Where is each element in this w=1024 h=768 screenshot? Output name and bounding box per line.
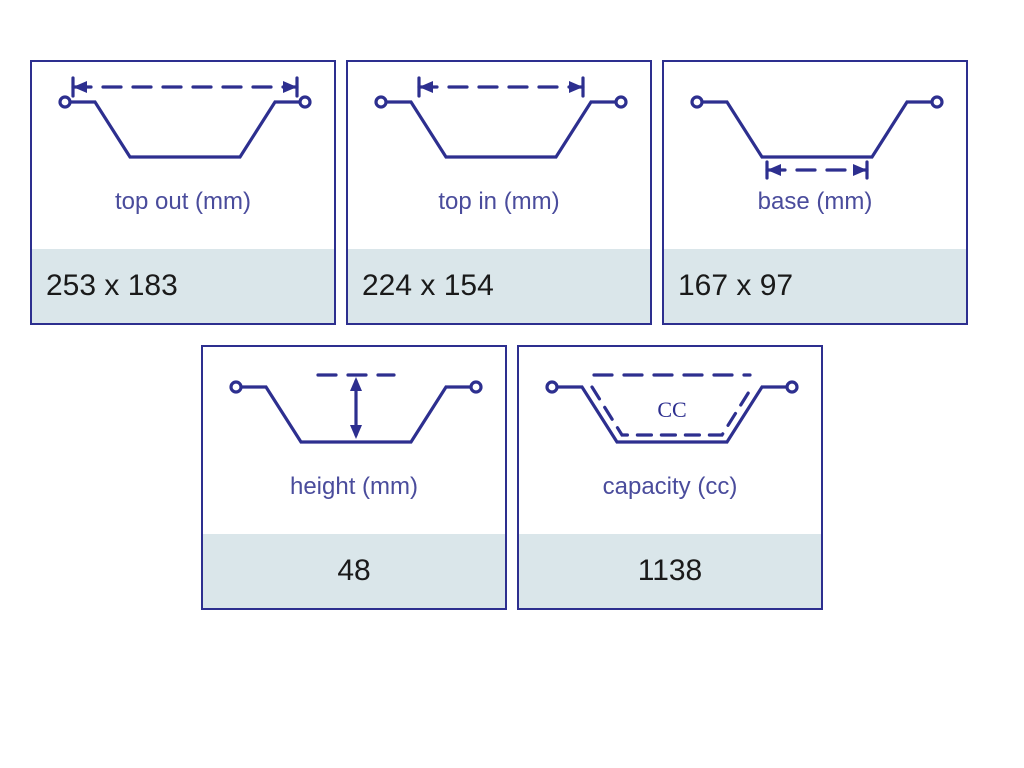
value-top-out: 253 x 183 [46,269,178,303]
bottom-row: height (mm) 48 CC [30,345,994,610]
value-band-top-out: 253 x 183 [32,249,334,323]
label-capacity: capacity (cc) [519,473,821,501]
diagram-top-out [32,62,334,182]
value-band-base: 167 x 97 [664,249,966,323]
value-base: 167 x 97 [678,269,793,303]
cc-text: CC [657,397,686,422]
value-band-top-in: 224 x 154 [348,249,650,323]
label-height: height (mm) [203,473,505,501]
value-band-capacity: 1138 [519,534,821,608]
diagram-base [664,62,966,182]
label-top-out: top out (mm) [32,188,334,216]
value-capacity: 1138 [638,554,703,588]
label-top-in: top in (mm) [348,188,650,216]
diagram-height [203,347,505,467]
top-row: top out (mm) 253 x 183 [30,60,994,325]
value-top-in: 224 x 154 [362,269,494,303]
label-base: base (mm) [664,188,966,216]
value-band-height: 48 [203,534,505,608]
panel-base: base (mm) 167 x 97 [662,60,968,325]
value-height: 48 [337,554,370,588]
diagram-grid: top out (mm) 253 x 183 [0,0,1024,610]
diagram-top-in [348,62,650,182]
panel-height: height (mm) 48 [201,345,507,610]
panel-capacity: CC capacity (cc) 1138 [517,345,823,610]
panel-top-out: top out (mm) 253 x 183 [30,60,336,325]
panel-top-in: top in (mm) 224 x 154 [346,60,652,325]
diagram-capacity: CC [519,347,821,467]
